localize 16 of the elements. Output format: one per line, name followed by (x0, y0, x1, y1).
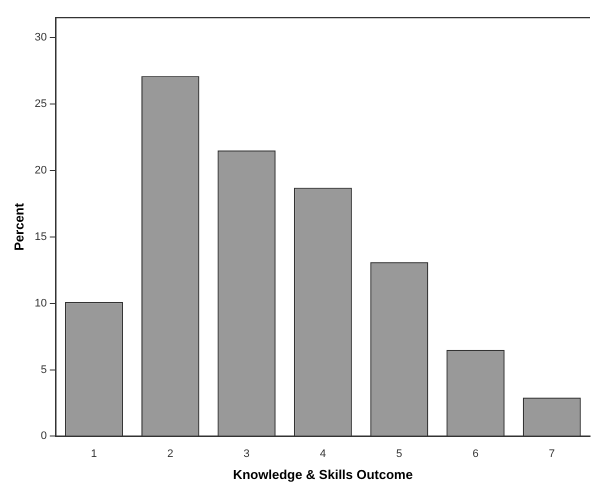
x-tick-label: 4 (320, 448, 326, 460)
x-tick-label: 1 (90, 448, 98, 460)
y-tick-label: 0 (40, 430, 47, 442)
y-tick-label: 15 (34, 230, 47, 243)
y-tick-label: 5 (40, 364, 47, 376)
x-tick-label: 7 (548, 448, 555, 460)
x-tick-label: 2 (167, 448, 174, 460)
y-axis-title: Percent (11, 202, 26, 251)
x-tick-label: 6 (472, 448, 479, 460)
x-tick-label: 3 (244, 448, 250, 460)
x-axis-title: Knowledge & Skills Outcome (232, 466, 413, 482)
y-tick-label: 10 (34, 297, 47, 310)
y-tick-label: 30 (34, 32, 47, 44)
x-tick-label: 5 (396, 448, 402, 460)
y-tick-label: 25 (34, 98, 47, 110)
y-tick-label: 20 (34, 164, 47, 176)
